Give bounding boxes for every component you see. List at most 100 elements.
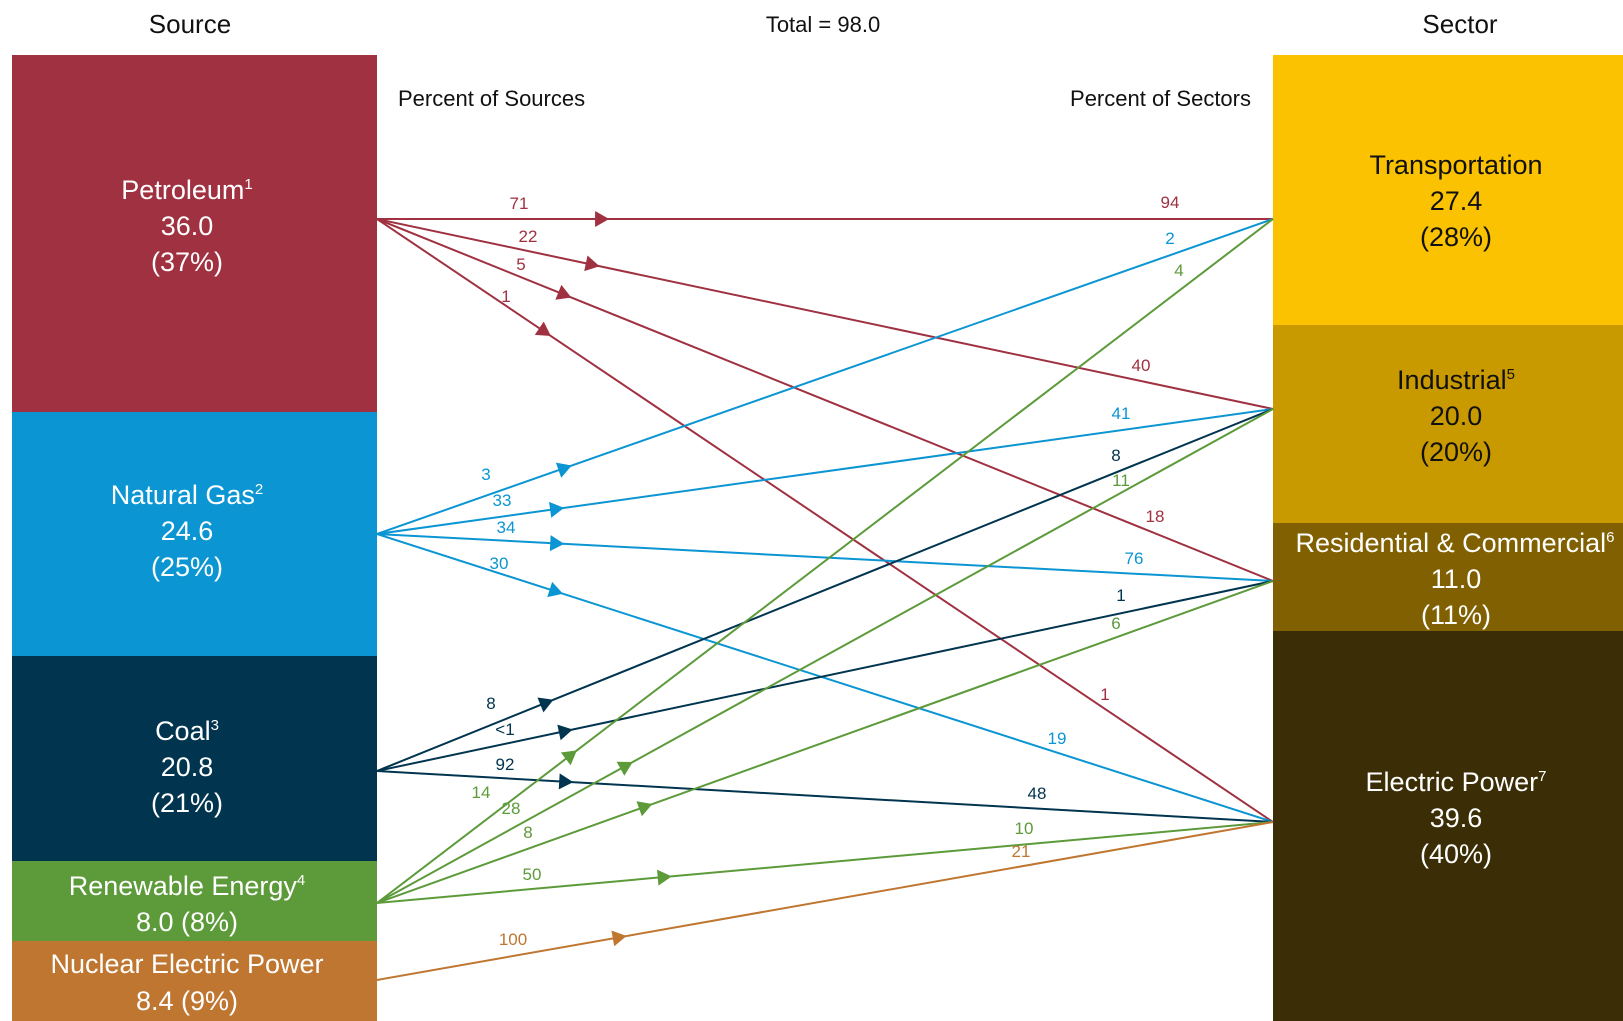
source-renewable-value: 8.0 (8%) (136, 907, 238, 937)
source-coal-name: Coal3 (155, 716, 219, 746)
source-petroleum-name: Petroleum1 (121, 175, 252, 205)
flow-source-percent-renewable-to-industrial: 28 (502, 799, 521, 818)
sector-transportation-name: Transportation (1369, 150, 1542, 180)
flow-arrowhead-renewable-to-residential_commercial (636, 801, 653, 817)
flow-sector-percent-coal-to-electric_power: 48 (1028, 784, 1047, 803)
flow-lines: 71 942240518113233413476301988<1192481442… (376, 193, 1274, 981)
flow-arrowhead-renewable-to-electric_power (657, 869, 672, 886)
flow-source-percent-natural_gas-to-residential_commercial: 34 (497, 518, 516, 537)
sector-industrial-value: 20.0 (1430, 401, 1483, 431)
source-boxes (12, 55, 377, 1021)
flow-line-natural_gas-to-industrial (376, 408, 1274, 535)
flow-line-petroleum-to-electric_power (376, 218, 1274, 823)
flow-arrowhead-petroleum-to-transportation (595, 211, 610, 227)
flow-source-percent-natural_gas-to-industrial: 33 (493, 491, 512, 510)
flow-source-percent-renewable-to-residential_commercial: 8 (523, 823, 532, 842)
flow-arrowhead-petroleum-to-residential_commercial (555, 284, 572, 300)
flow-source-percent-nuclear-to-electric_power: 100 (499, 930, 527, 949)
sector-residential-commercial-name: Residential & Commercial6 (1296, 528, 1615, 558)
flow-sector-percent-coal-to-residential_commercial: 1 (1116, 586, 1125, 605)
source-natural-gas-value: 24.6 (161, 516, 214, 546)
sector-electric-power-pct: (40%) (1420, 839, 1492, 869)
source-petroleum-value: 36.0 (161, 211, 214, 241)
sector-industrial-pct: (20%) (1420, 437, 1492, 467)
flow-line-renewable-to-electric_power (376, 821, 1274, 904)
flow-line-coal-to-residential_commercial (376, 580, 1274, 772)
sector-box-transportation (1273, 55, 1623, 325)
flow-arrowhead-natural_gas-to-residential_commercial (549, 535, 565, 552)
sector-electric-power-value: 39.6 (1430, 803, 1483, 833)
flow-sector-percent-natural_gas-to-residential_commercial: 76 (1125, 549, 1144, 568)
flow-source-percent-renewable-to-transportation: 14 (472, 783, 491, 802)
source-petroleum-pct: (37%) (151, 247, 223, 277)
flow-line-natural_gas-to-transportation (376, 218, 1274, 535)
flow-sector-percent-renewable-to-electric_power: 10 (1015, 819, 1034, 838)
flow-arrowhead-coal-to-industrial (537, 697, 554, 713)
flow-arrowhead-natural_gas-to-electric_power (547, 581, 564, 598)
flow-arrowhead-natural_gas-to-transportation (555, 462, 572, 478)
sector-industrial-name: Industrial5 (1397, 365, 1515, 395)
total-label: Total = 98.0 (766, 12, 880, 37)
flow-sector-percent-renewable-to-residential_commercial: 6 (1111, 614, 1120, 633)
sector-residential-commercial-value: 11.0 (1431, 564, 1482, 594)
source-natural-gas-pct: (25%) (151, 552, 223, 582)
sector-box-residential-commercial (1273, 523, 1623, 631)
flow-line-renewable-to-residential_commercial (376, 580, 1274, 904)
sector-electric-power-name: Electric Power7 (1366, 767, 1547, 797)
sector-transportation-value: 27.4 (1430, 186, 1483, 216)
source-coal-value: 20.8 (161, 752, 214, 782)
flow-arrowhead-coal-to-residential_commercial (557, 724, 573, 741)
flow-arrowhead-petroleum-to-industrial (584, 255, 600, 272)
flow-source-percent-natural_gas-to-transportation: 3 (481, 465, 490, 484)
flow-sector-percent-petroleum-to-transportation: 94 (1161, 193, 1180, 212)
flow-sector-percent-renewable-to-industrial: 11 (1112, 471, 1130, 490)
flow-arrowhead-petroleum-to-electric_power (534, 321, 551, 337)
flow-line-petroleum-to-industrial (376, 218, 1274, 410)
source-nuclear-value: 8.4 (9%) (136, 986, 238, 1016)
sector-column-title: Sector (1422, 9, 1497, 39)
source-box-natural-gas (12, 412, 377, 656)
flow-sector-percent-petroleum-to-industrial: 40 (1132, 356, 1151, 375)
flow-source-percent-petroleum-to-industrial: 22 (519, 227, 538, 246)
sector-box-electric-power (1273, 631, 1623, 1021)
source-box-petroleum (12, 55, 377, 412)
flow-sector-percent-petroleum-to-electric_power: 1 (1100, 685, 1109, 704)
flow-arrowhead-renewable-to-transportation (560, 750, 577, 766)
flow-source-percent-coal-to-industrial: 8 (486, 694, 495, 713)
flow-sector-percent-natural_gas-to-transportation: 2 (1165, 229, 1174, 248)
flow-source-percent-petroleum-to-residential_commercial: 5 (516, 255, 525, 274)
flow-source-percent-renewable-to-electric_power: 50 (523, 865, 542, 884)
source-coal-pct: (21%) (151, 788, 223, 818)
sector-box-industrial (1273, 325, 1623, 523)
flow-sector-percent-renewable-to-transportation: 4 (1174, 261, 1183, 280)
sector-transportation-pct: (28%) (1420, 222, 1492, 252)
flow-sector-percent-natural_gas-to-industrial: 41 (1112, 404, 1131, 423)
flow-line-natural_gas-to-residential_commercial (376, 533, 1274, 582)
flow-arrowhead-renewable-to-industrial (616, 761, 633, 776)
flow-line-petroleum-to-residential_commercial (376, 218, 1274, 582)
flow-line-natural_gas-to-electric_power (376, 533, 1274, 823)
source-natural-gas-name: Natural Gas2 (111, 480, 263, 510)
source-box-coal (12, 656, 377, 861)
flow-source-percent-natural_gas-to-electric_power: 30 (490, 554, 509, 573)
percent-of-sectors-label: Percent of Sectors (1070, 86, 1251, 111)
source-box-renewable (12, 861, 377, 941)
source-nuclear-name: Nuclear Electric Power (50, 949, 323, 979)
flow-line-coal-to-electric_power (376, 770, 1274, 823)
flow-sector-percent-petroleum-to-residential_commercial: 18 (1146, 507, 1165, 526)
flow-line-coal-to-industrial (376, 408, 1274, 772)
source-box-nuclear (12, 941, 377, 1021)
sector-residential-commercial-pct: (11%) (1421, 600, 1491, 630)
flow-arrowhead-natural_gas-to-industrial (549, 501, 565, 518)
flow-source-percent-coal-to-electric_power: 92 (496, 755, 515, 774)
flow-source-percent-coal-to-residential_commercial: <1 (495, 720, 514, 739)
percent-of-sources-label: Percent of Sources (398, 86, 585, 111)
flow-source-percent-petroleum-to-electric_power: 1 (501, 287, 510, 306)
flow-source-percent-petroleum-to-transportation: 71 (510, 194, 529, 213)
flow-line-renewable-to-industrial (376, 408, 1274, 904)
flow-arrowhead-nuclear-to-electric_power (611, 930, 627, 947)
flow-sector-percent-nuclear-to-electric_power: 21 (1012, 842, 1031, 861)
source-renewable-name: Renewable Energy4 (69, 871, 306, 901)
sector-boxes (1273, 55, 1623, 1021)
